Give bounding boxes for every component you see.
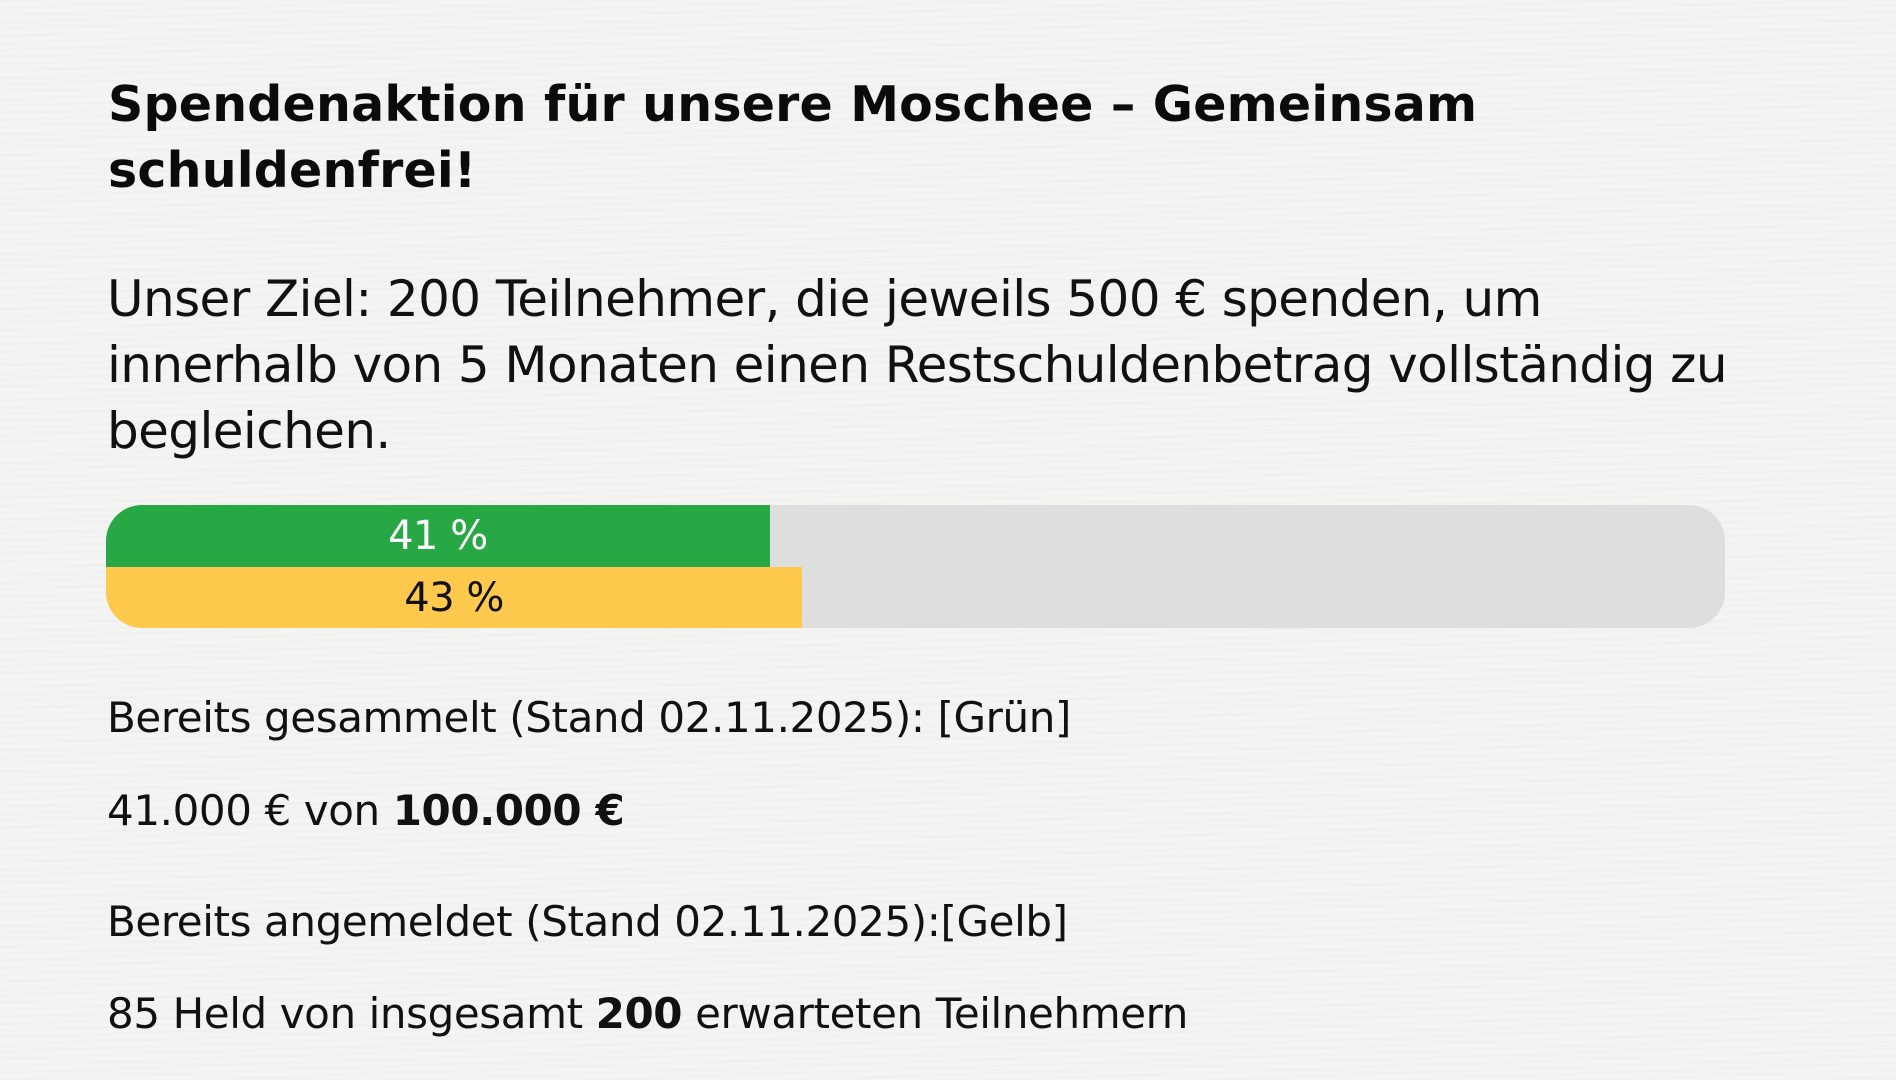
progress-bar-collected: 41 % (106, 505, 770, 567)
progress-label-registered: 43 % (404, 574, 504, 621)
goal-description: Unser Ziel: 200 Teilnehmer, die jeweils … (107, 270, 1728, 460)
page-title: Spendenaktion für unsere Moschee – Gemei… (108, 76, 1478, 199)
collected-label: Bereits gesammelt (Stand 02.11.2025): [G… (107, 693, 1071, 742)
progress-bar-registered: 43 % (106, 567, 803, 628)
collected-connector: von (290, 786, 393, 835)
registered-suffix: erwarteten Teilnehmern (682, 989, 1188, 1038)
collected-amount: 41.000 € von 100.000 € (107, 785, 625, 837)
registered-total: 200 (595, 989, 683, 1038)
registered-label: Bereits angemeldet (Stand 02.11.2025):[G… (107, 897, 1068, 946)
collected-value: 41.000 € (107, 786, 291, 835)
progress-label-collected: 41 % (388, 513, 488, 559)
registered-value: 85 Held von insgesamt (107, 989, 596, 1038)
collected-goal: 100.000 € (392, 786, 625, 835)
registered-count: 85 Held von insgesamt 200 erwarteten Tei… (107, 988, 1188, 1040)
progress-track: 41 % 43 % (106, 505, 1725, 628)
